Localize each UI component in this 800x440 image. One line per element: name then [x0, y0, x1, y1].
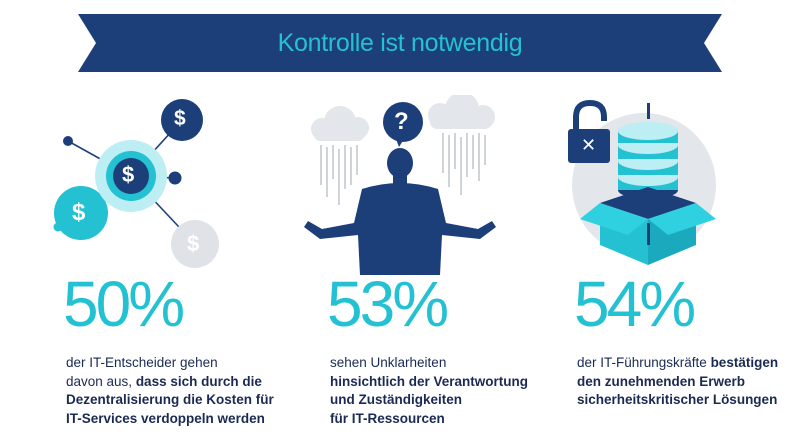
open-box-icon	[580, 187, 716, 265]
banner-ribbon	[78, 14, 722, 72]
question-mark-icon: ?	[394, 108, 409, 135]
dollar-symbol-icon: $	[72, 199, 86, 226]
dollar-symbol-icon: $	[187, 231, 200, 256]
desc-line: sehen Unklarheiten	[330, 355, 447, 370]
question-bubble-icon	[383, 102, 423, 142]
person-silhouette-icon	[304, 148, 496, 275]
desc-line: IT-Services verdoppeln werden	[66, 410, 265, 426]
stat-percent-3: 54%	[574, 268, 696, 340]
stat-description-1: der IT-Entscheider gehen davon aus, dass…	[66, 354, 306, 428]
cloud-icon	[311, 106, 369, 141]
dollar-symbol-icon: $	[122, 162, 135, 187]
desc-line: davon aus, dass sich durch die	[66, 373, 262, 389]
cross-icon: ✕	[581, 135, 597, 156]
open-lock-icon	[568, 99, 610, 163]
stat-description-2: sehen Unklarheiten hinsichtlich der Vera…	[330, 354, 560, 428]
desc-line: der IT-Führungskräfte bestätigen	[577, 355, 779, 370]
dollar-symbol-icon: $	[174, 107, 186, 130]
cloud-icon	[428, 92, 495, 129]
title-banner: Kontrolle ist notwendig	[78, 14, 722, 72]
database-box-lock-icon: ✕	[560, 95, 750, 275]
desc-line: sicherheitskritischer Lösungen	[577, 392, 778, 407]
desc-line: Dezentralisierung die Kosten für	[66, 392, 274, 407]
desc-line: hinsichtlich der Verantwortung	[330, 373, 529, 389]
desc-line: und Zuständigkeiten	[330, 392, 463, 407]
dollar-network-icon: $ $ $ $	[50, 95, 240, 275]
page-title: Kontrolle ist notwendig	[277, 29, 523, 57]
stat-percent-1: 50%	[63, 268, 185, 340]
desc-line: für IT-Ressourcen	[330, 410, 445, 426]
confused-person-icon: ?	[300, 92, 510, 275]
stat-percent-2: 53%	[327, 268, 449, 340]
stat-description-3: der IT-Führungskräfte bestätigen den zun…	[577, 354, 797, 410]
desc-line: der IT-Entscheider gehen	[66, 355, 218, 370]
desc-line: den zunehmenden Erwerb	[577, 373, 746, 389]
